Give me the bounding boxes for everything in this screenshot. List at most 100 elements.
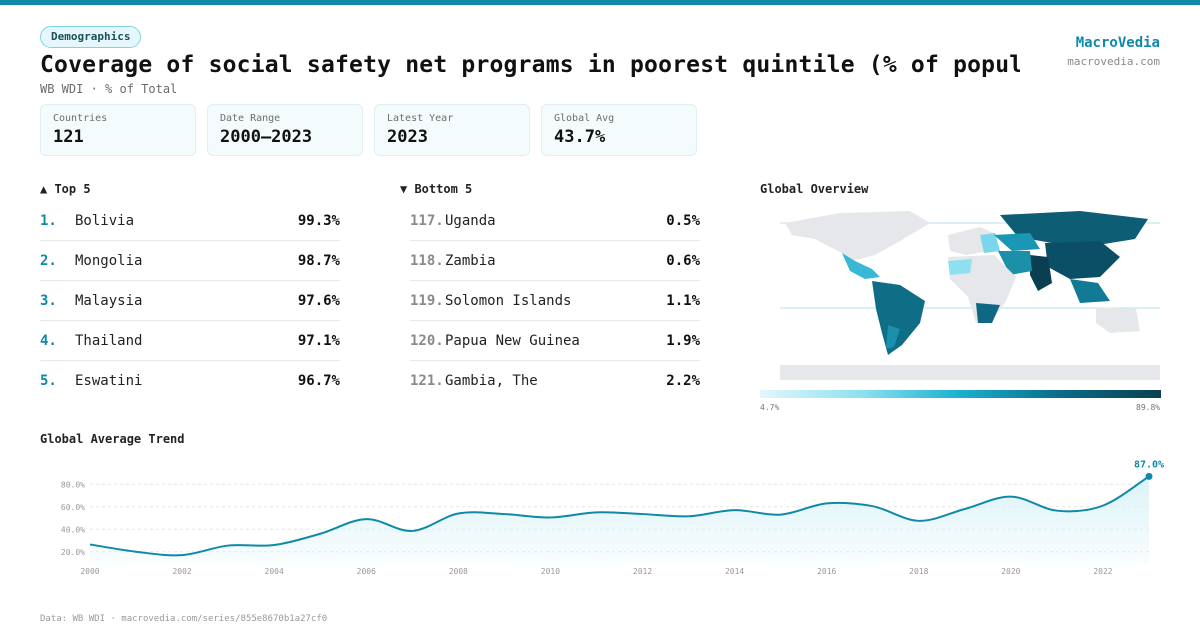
central-america-shape <box>842 253 880 279</box>
stat-value: 121 <box>53 127 84 147</box>
stat-card-latest-year: Latest Year 2023 <box>374 104 530 156</box>
x-tick-label: 2004 <box>265 567 284 576</box>
x-tick-label: 2020 <box>1001 567 1020 576</box>
trend-area <box>90 476 1149 563</box>
page-subtitle: WB WDI · % of Total <box>40 82 178 96</box>
southern-africa-shape <box>976 303 1000 323</box>
trend-heading: Global Average Trend <box>40 432 185 446</box>
x-tick-label: 2006 <box>357 567 376 576</box>
eastern-europe-shape <box>980 233 1000 253</box>
rank-number: 121. <box>410 373 444 389</box>
list-item[interactable]: 4. Thailand 97.1% <box>40 321 340 361</box>
list-item[interactable]: 1. Bolivia 99.3% <box>40 201 340 241</box>
list-item[interactable]: 117. Uganda 0.5% <box>410 201 700 241</box>
rank-number: 119. <box>410 292 444 309</box>
top-accent-bar <box>0 0 1200 5</box>
legend-max-label: 89.8% <box>1136 403 1161 412</box>
list-item[interactable]: 118. Zambia 0.6% <box>410 241 700 281</box>
country-name: Zambia <box>445 252 496 269</box>
world-map-svg <box>780 211 1160 380</box>
x-tick-label: 2000 <box>80 567 99 576</box>
x-tick-label: 2022 <box>1093 567 1112 576</box>
rank-number: 2. <box>40 252 57 269</box>
y-tick-label: 20.0% <box>61 548 85 557</box>
stat-label: Global Avg <box>554 113 615 124</box>
stat-label: Date Range <box>220 113 281 124</box>
x-tick-label: 2016 <box>817 567 836 576</box>
central-asia-shape <box>994 233 1040 251</box>
list-item[interactable]: 119. Solomon Islands 1.1% <box>410 281 700 321</box>
antarctica-shape <box>780 365 1160 380</box>
top5-list: 1. Bolivia 99.3% 2. Mongolia 98.7% 3. Malaysi… <box>40 201 340 401</box>
rank-number: 3. <box>40 292 57 309</box>
south-america-shape <box>872 281 925 355</box>
rank-number: 4. <box>40 332 57 349</box>
stat-label: Countries <box>53 113 108 124</box>
country-value: 0.5% <box>666 212 700 229</box>
stat-card-date-range: Date Range 2000–2023 <box>207 104 363 156</box>
country-value: 97.6% <box>297 292 340 309</box>
list-item[interactable]: 5. Eswatini 96.7% <box>40 361 340 401</box>
list-item[interactable]: 120. Papua New Guinea 1.9% <box>410 321 700 361</box>
country-value: 0.6% <box>666 252 700 269</box>
x-tick-label: 2018 <box>909 567 928 576</box>
stat-label: Latest Year <box>387 113 454 124</box>
china-shape <box>1045 241 1120 279</box>
country-value: 96.7% <box>297 373 340 389</box>
stat-card-global-avg: Global Avg 43.7% <box>541 104 697 156</box>
country-name: Malaysia <box>75 292 143 309</box>
map-color-legend <box>760 390 1161 398</box>
x-tick-label: 2012 <box>633 567 652 576</box>
australia-shape <box>1096 307 1140 333</box>
middle-east-shape <box>998 251 1032 275</box>
y-tick-label: 80.0% <box>61 480 85 489</box>
country-value: 2.2% <box>666 373 700 389</box>
country-name: Uganda <box>445 212 496 229</box>
country-value: 1.9% <box>666 332 700 349</box>
x-tick-label: 2014 <box>725 567 744 576</box>
country-name: Gambia, The <box>445 373 538 389</box>
country-name: Mongolia <box>75 252 143 269</box>
trend-chart: 20.0% 40.0% 60.0% 80.0% 2000 2002 2004 2006 2008… <box>61 459 1164 576</box>
southeast-asia-shape <box>1070 279 1110 303</box>
x-tick-label: 2002 <box>172 567 191 576</box>
country-value: 98.7% <box>297 252 340 269</box>
list-item[interactable]: 121. Gambia, The 2.2% <box>410 361 700 401</box>
x-tick-label: 2008 <box>449 567 468 576</box>
country-name: Papua New Guinea <box>445 332 580 349</box>
list-item[interactable]: 2. Mongolia 98.7% <box>40 241 340 281</box>
country-name: Solomon Islands <box>445 292 572 309</box>
country-value: 99.3% <box>297 212 340 229</box>
list-item[interactable]: 3. Malaysia 97.6% <box>40 281 340 321</box>
country-value: 1.1% <box>666 292 700 309</box>
y-tick-label: 60.0% <box>61 503 85 512</box>
country-name: Eswatini <box>75 373 143 389</box>
world-map[interactable] <box>780 205 1160 380</box>
rank-number: 120. <box>410 332 444 349</box>
stat-value: 43.7% <box>554 127 606 147</box>
rank-number: 5. <box>40 373 57 389</box>
top5-heading: ▲ Top 5 <box>40 182 91 196</box>
rank-number: 1. <box>40 212 57 229</box>
category-badge[interactable]: Demographics <box>40 26 142 48</box>
last-point-marker <box>1145 472 1153 480</box>
y-tick-label: 40.0% <box>61 525 85 534</box>
last-value-label: 87.0% <box>1134 459 1164 470</box>
page-title: Coverage of social safety net programs i… <box>40 52 1020 78</box>
brand-logo[interactable]: MacroVedia <box>1075 35 1160 51</box>
rank-number: 118. <box>410 252 444 269</box>
legend-min-label: 4.7% <box>760 403 780 412</box>
stat-value: 2000–2023 <box>220 127 313 147</box>
trend-line <box>89 475 1150 557</box>
country-name: Bolivia <box>75 212 135 229</box>
south-america-south-shape <box>886 325 900 349</box>
north-africa-shape <box>948 259 972 275</box>
bottom5-heading: ▼ Bottom 5 <box>400 182 473 196</box>
map-heading: Global Overview <box>760 182 869 196</box>
brand-url[interactable]: macrovedia.com <box>1067 55 1160 68</box>
north-america-shape <box>785 211 930 261</box>
x-tick-label: 2010 <box>541 567 560 576</box>
bottom5-list: 117. Uganda 0.5% 118. Zambia 0.6% 119. Solomo… <box>410 201 700 401</box>
russia-shape <box>1000 211 1148 245</box>
rank-number: 117. <box>410 212 444 229</box>
